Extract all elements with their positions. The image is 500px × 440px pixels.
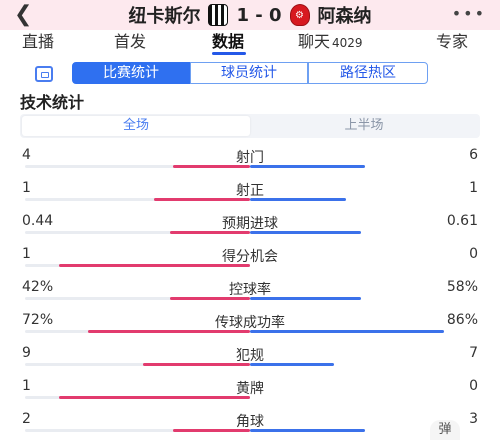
- stat-home-value: 1: [22, 180, 31, 196]
- stat-label: 角球: [236, 414, 264, 430]
- stat-bar-track: [25, 231, 250, 234]
- stat-bar-home: [143, 363, 250, 366]
- stat-row: 2 角球 3: [0, 411, 500, 439]
- match-score: 1 - 0: [236, 4, 282, 26]
- stat-bar-home: [170, 231, 250, 234]
- newcastle-crest-icon: [208, 4, 229, 26]
- stat-row: 1 黄牌 0: [0, 378, 500, 406]
- tab-chat-label: 聊天: [298, 32, 331, 51]
- stat-bar-track: [25, 165, 250, 168]
- tab-live[interactable]: 直播: [22, 32, 55, 51]
- stat-label: 传球成功率: [215, 315, 285, 331]
- stat-away-value: 0.61: [446, 213, 478, 229]
- subtab-player-stats[interactable]: 球员统计: [190, 62, 308, 84]
- stat-row: 42% 控球率 58%: [0, 279, 500, 307]
- stat-away-value: 6: [469, 147, 478, 163]
- stat-home-value: 2: [22, 411, 31, 427]
- stat-away-value: 7: [469, 345, 478, 361]
- stat-bar-home: [59, 264, 250, 267]
- stat-away-value: 86%: [446, 312, 478, 328]
- stat-bar-track: [25, 363, 250, 366]
- subtab-match-stats[interactable]: 比赛统计: [72, 62, 190, 84]
- stat-bar-away: [250, 363, 334, 366]
- active-tab-indicator: [212, 52, 246, 55]
- match-header: 纽卡斯尔 1 - 0 ⚙ 阿森纳: [0, 0, 500, 30]
- stat-away-value: 0: [469, 246, 478, 262]
- stat-bar-home: [154, 198, 250, 201]
- subtab-heat-zones[interactable]: 路径热区: [308, 62, 428, 84]
- chat-count: 4029: [332, 36, 363, 50]
- period-toggle: 全场 上半场: [20, 114, 480, 138]
- stat-bar-away: [250, 198, 346, 201]
- stat-bar-track: [25, 297, 250, 300]
- stat-bar-away: [250, 297, 361, 300]
- away-team-name: 阿森纳: [317, 6, 372, 27]
- stat-bar-track: [25, 429, 250, 432]
- stat-away-value: 0: [469, 378, 478, 394]
- stat-home-value: 4: [22, 147, 31, 163]
- home-team-name: 纽卡斯尔: [128, 6, 201, 27]
- tab-chat[interactable]: 聊天 4029: [298, 30, 363, 58]
- stat-bar-away: [250, 330, 444, 333]
- stat-away-value: 58%: [446, 279, 478, 295]
- stat-home-value: 72%: [22, 312, 54, 328]
- stat-bar-away: [250, 429, 365, 432]
- stat-bar-away: [250, 231, 361, 234]
- stat-label: 黄牌: [236, 381, 264, 397]
- section-title: 技术统计: [20, 93, 85, 112]
- stat-home-value: 9: [22, 345, 31, 361]
- stat-bar-track: [25, 198, 250, 201]
- stat-row: 1 射正 1: [0, 180, 500, 208]
- tab-expert[interactable]: 专家: [436, 32, 469, 51]
- stat-home-value: 1: [22, 246, 31, 262]
- stats-screen-icon[interactable]: [35, 66, 53, 82]
- stat-label: 犯规: [236, 348, 264, 364]
- stat-row: 0.44 预期进球 0.61: [0, 213, 500, 241]
- stat-label: 射正: [236, 183, 264, 199]
- more-options-icon[interactable]: •••: [451, 4, 486, 23]
- stat-label: 预期进球: [222, 216, 278, 232]
- top-bar: ❮ 纽卡斯尔 1 - 0 ⚙ 阿森纳 •••: [0, 0, 500, 30]
- stat-row: 1 得分机会 0: [0, 246, 500, 274]
- danmaku-button[interactable]: 弹: [430, 420, 460, 440]
- tab-data[interactable]: 数据: [212, 32, 245, 51]
- stat-label: 控球率: [229, 282, 271, 298]
- stat-bar-home: [173, 165, 250, 168]
- stat-bar-home: [88, 330, 250, 333]
- main-tabs: 直播 首发 数据 聊天 4029 专家: [0, 30, 500, 58]
- stat-row: 9 犯规 7: [0, 345, 500, 373]
- sub-tabs: 比赛统计 球员统计 路径热区: [0, 62, 500, 86]
- arsenal-crest-icon: ⚙: [289, 4, 310, 26]
- stat-row: 72% 传球成功率 86%: [0, 312, 500, 340]
- stat-home-value: 1: [22, 378, 31, 394]
- stat-label: 得分机会: [222, 249, 278, 265]
- stat-away-value: 1: [469, 180, 478, 196]
- stat-row: 4 射门 6: [0, 147, 500, 175]
- period-first-half[interactable]: 上半场: [344, 118, 384, 133]
- stat-home-value: 0.44: [22, 213, 54, 229]
- back-arrow-icon[interactable]: ❮: [14, 2, 33, 27]
- stat-label: 射门: [236, 150, 264, 166]
- stat-bar-home: [170, 297, 250, 300]
- stat-away-value: 3: [469, 411, 478, 427]
- stat-bar-away: [250, 165, 365, 168]
- stat-bar-home: [173, 429, 250, 432]
- stat-bar-home: [59, 396, 250, 399]
- tab-lineup[interactable]: 首发: [114, 32, 147, 51]
- period-full-match[interactable]: 全场: [22, 116, 250, 136]
- stat-home-value: 42%: [22, 279, 54, 295]
